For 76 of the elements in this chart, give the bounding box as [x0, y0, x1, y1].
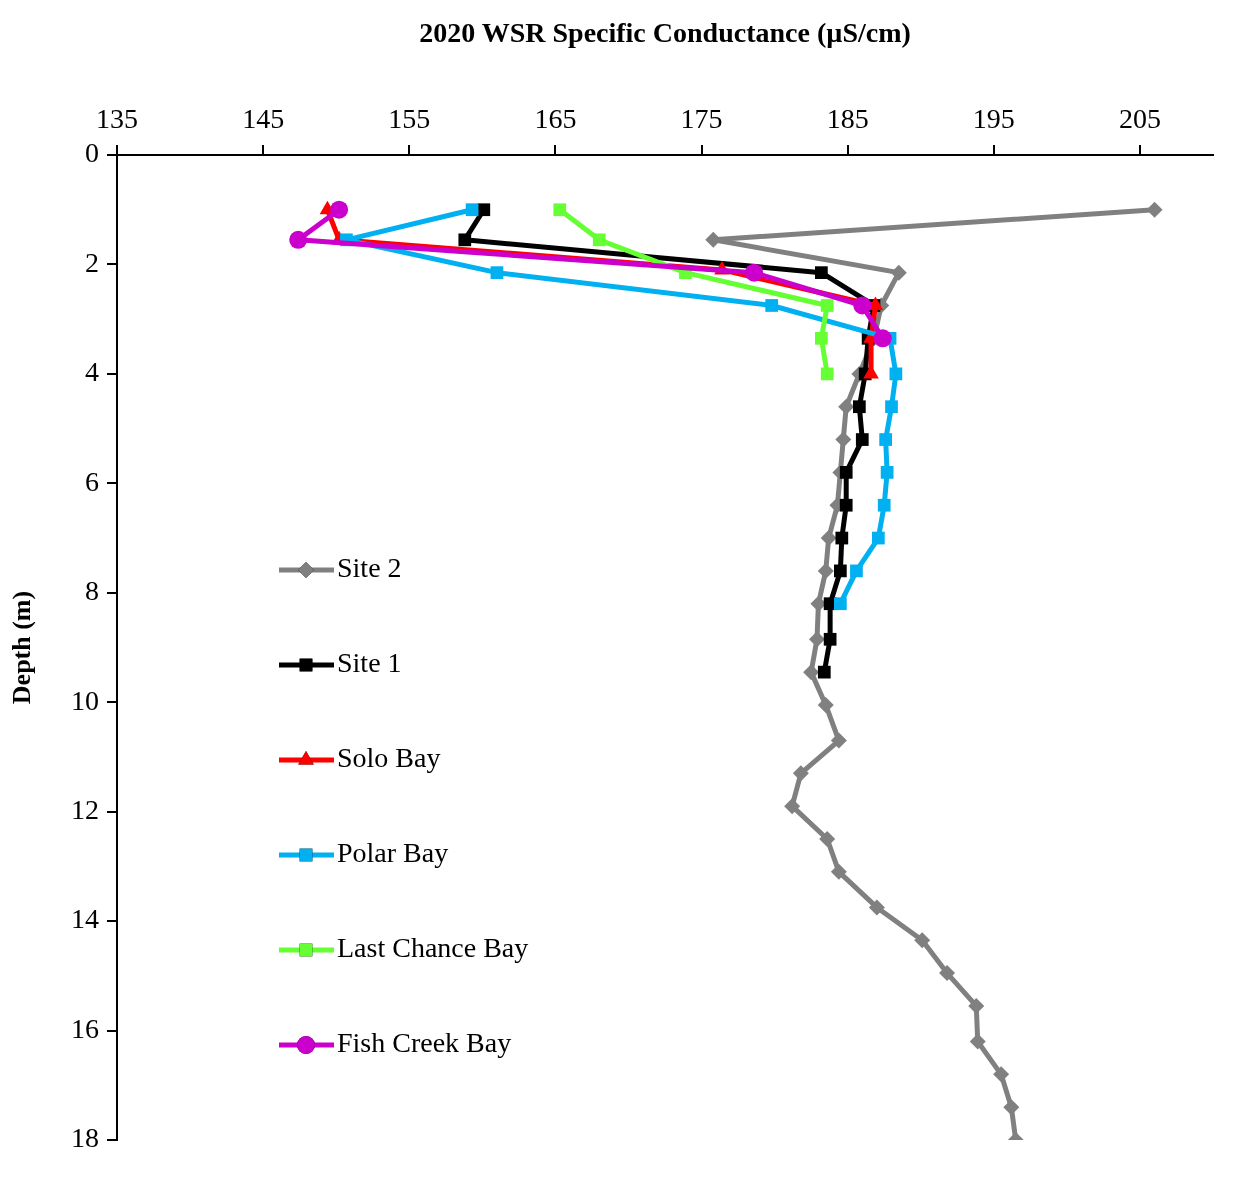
point [784, 798, 801, 815]
y-axis-title: Depth (m) [7, 590, 37, 705]
point [835, 531, 849, 545]
y-tick-label: 6 [85, 465, 99, 497]
point [853, 296, 872, 315]
point [1146, 201, 1163, 218]
point [877, 498, 891, 512]
y-tick-label: 12 [71, 794, 99, 826]
y-tick-label: 14 [71, 903, 99, 935]
x-tick-label: 165 [534, 102, 577, 134]
x-tick-label: 195 [972, 102, 1015, 134]
x-tick-label: 135 [96, 102, 138, 134]
y-tick-label: 0 [85, 137, 99, 169]
point [839, 498, 853, 512]
x-tick-label: 145 [242, 102, 285, 134]
point [1003, 1099, 1020, 1116]
point [289, 230, 308, 249]
point [868, 899, 885, 916]
point [765, 299, 779, 312]
point [830, 732, 847, 749]
point [839, 466, 853, 479]
point [873, 329, 892, 348]
y-tick-label: 2 [85, 246, 99, 278]
point [823, 632, 837, 646]
point [819, 831, 836, 848]
point [914, 932, 931, 949]
legend-label: Fish Creek Bay [337, 1027, 512, 1059]
point [792, 765, 809, 782]
x-tick-label: 185 [826, 102, 869, 134]
y-tick-label: 16 [71, 1012, 99, 1044]
x-axis-title: 2020 WSR Specific Conductance (µS/cm) [419, 17, 911, 49]
point [834, 597, 847, 611]
point [820, 367, 834, 381]
point [817, 665, 831, 679]
point [815, 331, 828, 345]
point [490, 266, 504, 280]
legend-label: Polar Bay [337, 837, 449, 869]
x-tick-label: 175 [680, 102, 723, 134]
legend-label: Last Chance Bay [337, 932, 529, 964]
point [850, 564, 863, 578]
point [855, 433, 869, 446]
point [939, 965, 956, 982]
legend-label: Solo Bay [337, 742, 441, 774]
point [808, 631, 825, 648]
y-tick-label: 4 [85, 356, 99, 388]
point [465, 203, 479, 217]
point [871, 531, 885, 545]
point [330, 200, 349, 219]
point [993, 1066, 1010, 1083]
point [834, 564, 847, 578]
y-tick-label: 10 [71, 684, 99, 716]
point [820, 530, 837, 547]
point [817, 696, 834, 713]
point [880, 466, 894, 479]
x-tick-label: 205 [1118, 102, 1161, 134]
y-tick-label: 8 [85, 575, 99, 607]
point [803, 664, 820, 681]
point [553, 203, 567, 217]
point [745, 263, 764, 282]
x-tick-label: 155 [388, 102, 431, 134]
point [477, 203, 491, 217]
point [835, 431, 852, 448]
legend-label: Site 1 [337, 647, 402, 679]
point [458, 233, 472, 247]
point [838, 398, 855, 415]
point [968, 997, 985, 1014]
legend-label: Site 2 [337, 552, 402, 584]
point [815, 266, 828, 280]
point [852, 400, 866, 414]
point [830, 863, 847, 880]
point [879, 433, 893, 446]
point [820, 299, 834, 312]
point [592, 233, 606, 247]
point [890, 264, 907, 281]
y-tick-label: 18 [71, 1122, 99, 1154]
point [885, 400, 898, 414]
